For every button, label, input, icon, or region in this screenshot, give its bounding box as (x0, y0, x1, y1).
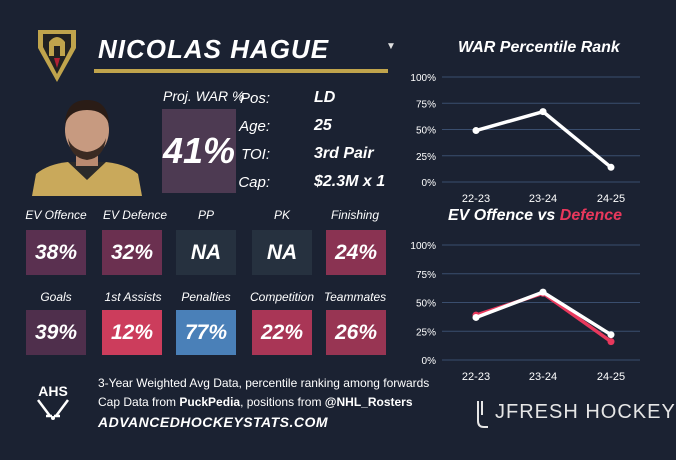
stat-competition: 22% (252, 310, 312, 355)
stat-ev-offence: 38% (26, 230, 86, 275)
y-tick-label: 100% (410, 73, 436, 84)
y-tick-label: 75% (416, 270, 436, 281)
war-percentile-chart: 100% 75% 50% 25% 0% 22-23 23-24 24-25 (410, 73, 640, 205)
stat-first-assists: 12% (102, 310, 162, 355)
x-tick-label: 22-23 (462, 371, 490, 380)
data-point (539, 288, 547, 296)
stat-label-pk: PK (273, 208, 290, 222)
player-name: NICOLAS HAGUE (98, 34, 330, 64)
stat-label-ev-offence: EV Offence (25, 208, 87, 222)
stat-label-penalties: Penalties (181, 290, 231, 304)
data-point (472, 313, 480, 321)
data-point (472, 127, 480, 135)
chart-title-ev-defence: Defence (559, 207, 623, 224)
x-tick-label: 24-25 (597, 371, 625, 380)
caret-down-icon[interactable]: ▼ (386, 41, 396, 52)
info-label-pos: Pos: (239, 90, 270, 107)
info-value-toi: 3rd Pair (314, 145, 374, 162)
info-value-pos: LD (314, 89, 336, 106)
name-underline (94, 69, 388, 73)
info-label-age: Age: (239, 118, 270, 135)
info-value-cap: $2.3M x 1 (314, 173, 386, 190)
x-tick-label: 23-24 (529, 371, 557, 380)
ahs-logo: AHS (28, 374, 78, 424)
y-tick-label: 100% (410, 241, 436, 252)
stat-label-goals: Goals (40, 290, 72, 304)
brand-name: JFRESH HOCKEY (495, 401, 676, 423)
x-tick-label: 22-23 (462, 193, 490, 205)
proj-war-label: Proj. WAR % (163, 88, 245, 104)
footer-data-note: 3-Year Weighted Avg Data, percentile ran… (98, 376, 430, 390)
proj-war-value: 41% (162, 109, 236, 193)
stat-ev-defence: 32% (102, 230, 162, 275)
stat-label-teammates: Teammates (323, 290, 387, 304)
footer-cap-source: PuckPedia (179, 395, 241, 409)
site-url[interactable]: ADVANCEDHOCKEYSTATS.COM (98, 414, 329, 430)
team-logo (34, 26, 80, 84)
footer-positions-source: @NHL_Rosters (324, 395, 413, 409)
data-point (607, 338, 615, 346)
stat-penalties: 77% (176, 310, 236, 355)
y-tick-label: 25% (416, 152, 436, 163)
player-headshot (28, 94, 146, 196)
chart-title-ev-offence: EV Offence vs (448, 207, 560, 224)
data-point (539, 108, 547, 116)
footer-positions-label: , positions from (240, 395, 325, 409)
stat-pk: NA (252, 230, 312, 275)
stat-pp: NA (176, 230, 236, 275)
stat-label-pp: PP (197, 208, 214, 222)
series-line (475, 109, 613, 169)
ahs-logo-text: AHS (38, 383, 68, 399)
x-tick-label: 24-25 (597, 193, 625, 205)
info-value-age: 25 (314, 117, 332, 134)
info-label-toi: TOI: (241, 146, 270, 163)
y-tick-label: 75% (416, 99, 436, 110)
x-tick-label: 23-24 (529, 193, 557, 205)
data-point (607, 163, 615, 171)
hockey-stick-icon (472, 399, 490, 429)
ev-offence-defence-chart: 100% 75% 50% 25% 0% 22-23 23-24 24-25 (410, 241, 640, 380)
y-tick-label: 0% (422, 356, 437, 367)
footer-sources: Cap Data from PuckPedia, positions from … (98, 395, 413, 409)
stat-label-first-assists: 1st Assists (104, 290, 162, 304)
stat-label-ev-defence: EV Defence (102, 208, 168, 222)
y-tick-label: 25% (416, 327, 436, 338)
stat-finishing: 24% (326, 230, 386, 275)
chart-title-ev: EV Offence vs Defence (448, 207, 622, 225)
chart-title-war: WAR Percentile Rank (458, 39, 620, 56)
y-tick-label: 50% (416, 126, 436, 137)
footer-cap-label: Cap Data from (98, 395, 180, 409)
y-tick-label: 50% (416, 299, 436, 310)
y-tick-label: 0% (422, 178, 437, 189)
series-line (475, 291, 613, 344)
stat-label-competition: Competition (249, 290, 315, 304)
info-label-cap: Cap: (238, 174, 270, 191)
stat-label-finishing: Finishing (330, 208, 380, 222)
stat-teammates: 26% (326, 310, 386, 355)
stat-goals: 39% (26, 310, 86, 355)
data-point (607, 331, 615, 339)
